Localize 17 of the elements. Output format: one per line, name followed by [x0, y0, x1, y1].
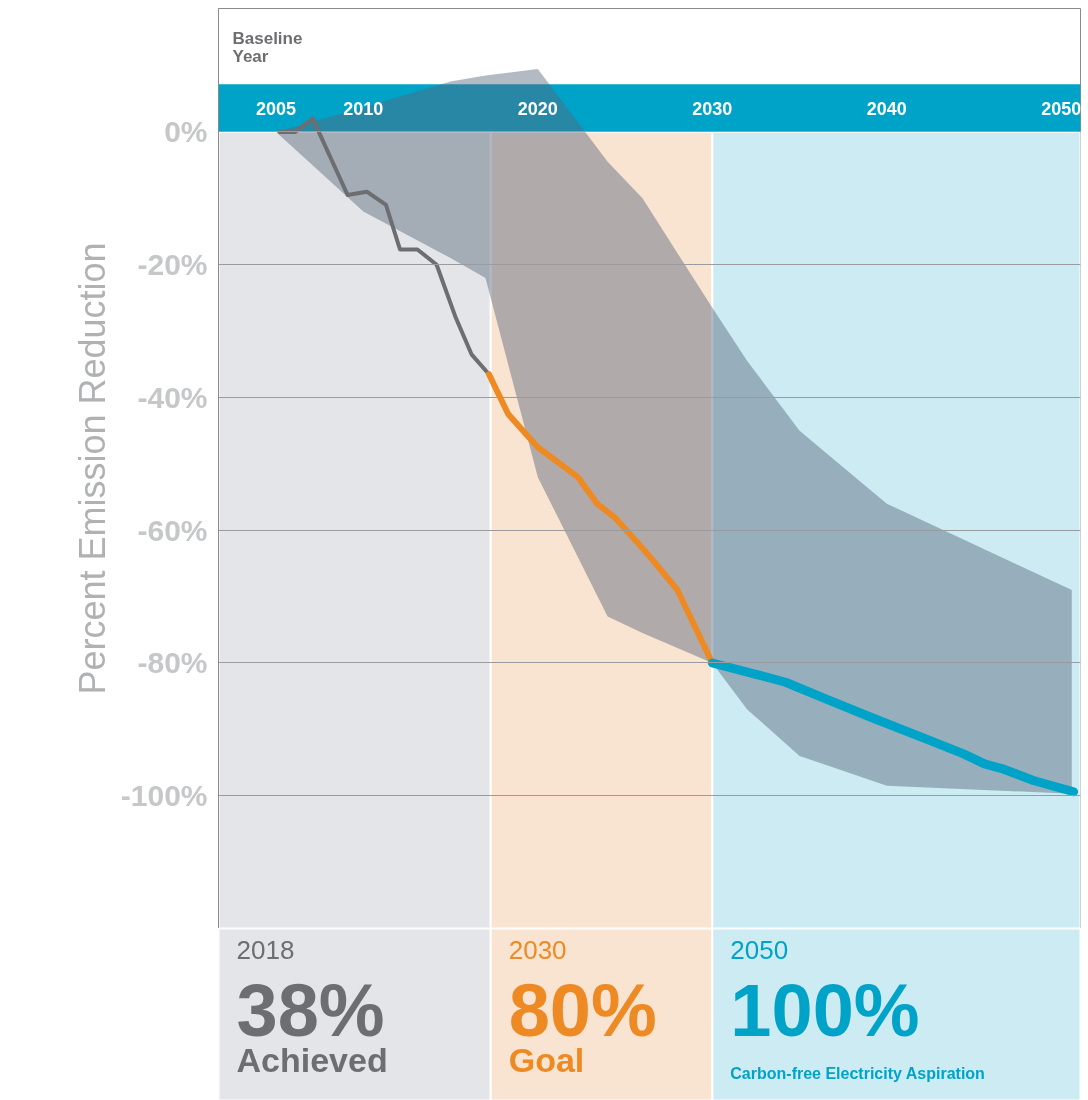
y-tick-label: -40%: [137, 380, 208, 414]
x-tick-label: 2040: [866, 99, 907, 120]
x-tick-label: 2020: [517, 99, 558, 120]
text: 2050 100% Carbon-free Electricity Aspiration: [730, 934, 985, 1082]
y-tick-label: -20%: [137, 248, 208, 282]
y-tick-label: -80%: [137, 646, 208, 680]
annotation: Baseline Year: [232, 28, 303, 66]
text: 2030 80% Goal: [508, 934, 657, 1079]
x-tick-label: 2010: [343, 99, 384, 120]
x-tick-label: 2005: [256, 99, 297, 120]
y-tick-label: 0%: [164, 115, 208, 149]
y-axis-title: Percent Emission Reduction: [71, 242, 113, 695]
x-tick-label: 2030: [692, 99, 733, 120]
text: 2018 38% Achieved: [236, 934, 388, 1079]
y-tick-label: -60%: [137, 513, 208, 547]
x-tick-label: 2050: [1041, 99, 1082, 120]
y-tick-label: -100%: [120, 779, 208, 813]
